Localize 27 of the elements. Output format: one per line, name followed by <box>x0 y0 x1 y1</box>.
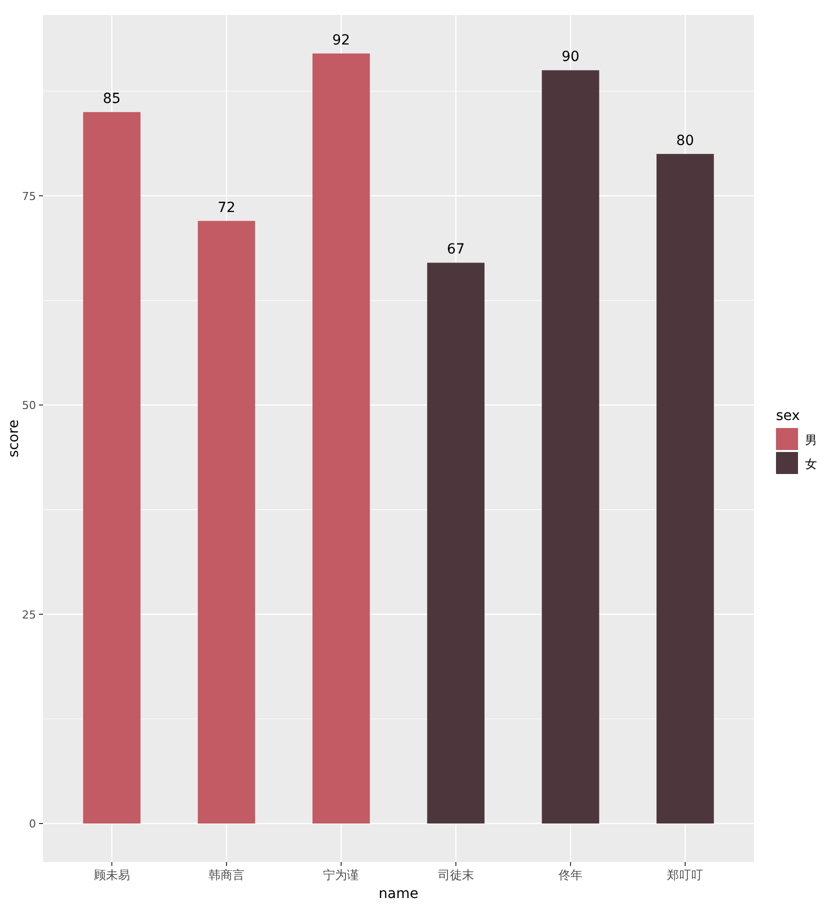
bar <box>198 220 256 824</box>
data-label: 92 <box>332 32 350 48</box>
data-label: 72 <box>218 200 236 216</box>
bar <box>656 154 714 824</box>
legend-title: sex <box>776 408 800 424</box>
bar <box>83 112 140 824</box>
x-tick-label: 顾未易 <box>94 868 130 882</box>
y-axis-title: score <box>6 420 22 458</box>
y-tick-label: 50 <box>22 399 36 412</box>
y-tick-label: 75 <box>22 190 36 203</box>
x-tick-label: 司徒末 <box>438 868 474 882</box>
legend-label: 女 <box>805 457 817 471</box>
x-tick-label: 佟年 <box>558 868 583 882</box>
x-tick-label: 韩商言 <box>208 868 244 882</box>
data-label: 90 <box>562 49 580 66</box>
data-label: 67 <box>446 242 465 258</box>
x-tick-label: 宁为谨 <box>323 868 360 882</box>
bar <box>312 54 370 824</box>
y-tick-label: 25 <box>22 608 36 622</box>
legend-label: 男 <box>805 433 817 447</box>
y-tick-label: 0 <box>29 818 36 830</box>
data-label: 80 <box>676 132 694 149</box>
data-label: 85 <box>102 91 121 108</box>
x-axis-title: name <box>378 886 418 902</box>
bar <box>427 262 485 824</box>
bar <box>542 70 600 824</box>
x-tick-label: 郑叮叮 <box>667 868 704 882</box>
